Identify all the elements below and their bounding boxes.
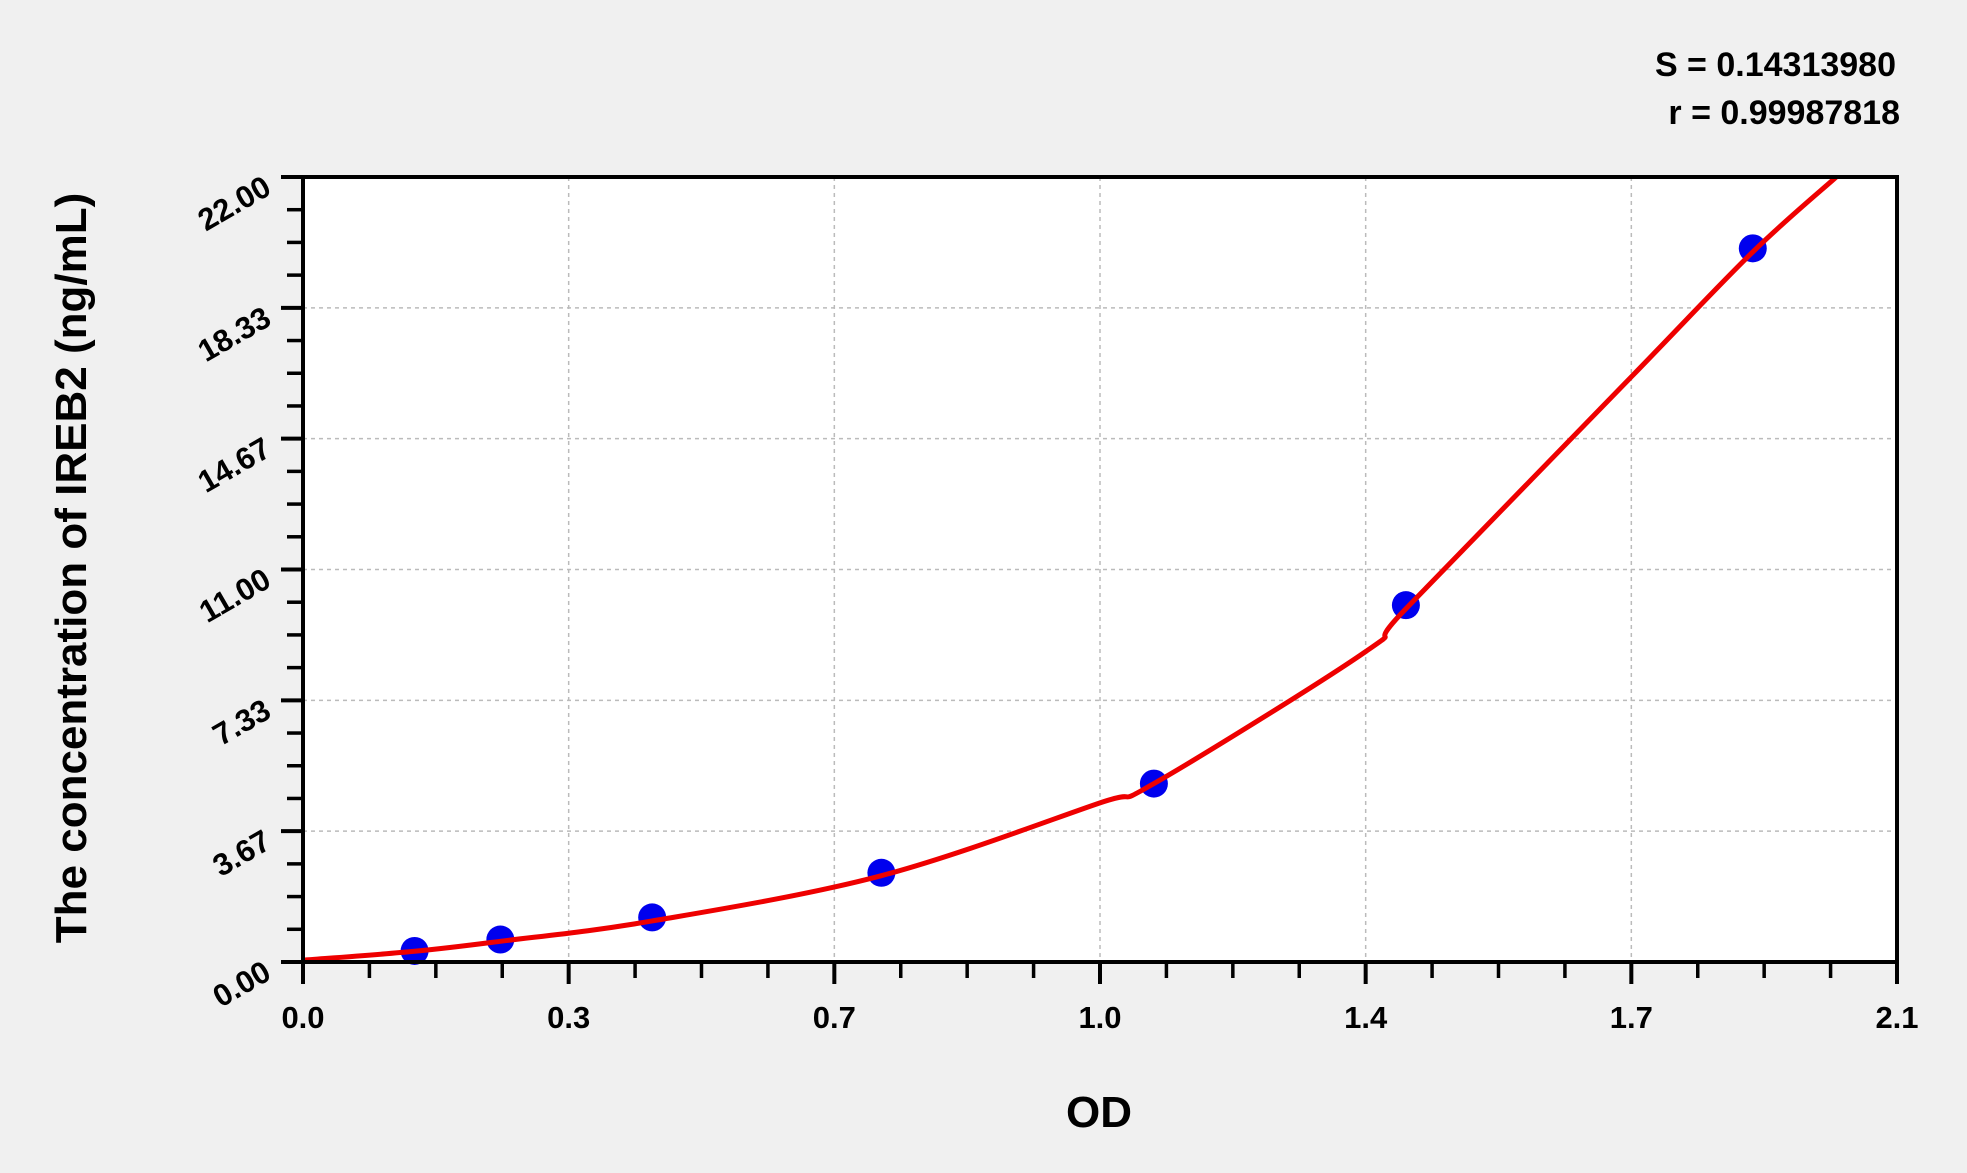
y-tick-label: 22.00 (192, 169, 277, 238)
y-tick-label: 14.67 (192, 430, 277, 499)
y-tick-label: 3.67 (207, 823, 277, 883)
x-tick-label: 1.0 (1078, 1000, 1121, 1035)
x-tick-label: 0.3 (547, 1000, 590, 1035)
x-tick-label: 0.7 (813, 1000, 856, 1035)
x-tick-label: 1.7 (1610, 1000, 1653, 1035)
axis-ticks (281, 175, 1899, 984)
y-axis-title: The concentration of IREB2 (ng/mL) (47, 193, 96, 943)
plot-border (301, 175, 1899, 964)
y-tick-labels: 0.00 3.67 7.33 11.00 14.67 18.33 22.00 (192, 169, 277, 1014)
fit-curve-line (302, 175, 1838, 963)
y-tick-label: 7.33 (207, 692, 277, 752)
y-tick-label: 11.00 (193, 561, 276, 629)
data-points (302, 175, 1838, 965)
stat-r: r = 0.99987818 (1668, 94, 1900, 132)
stat-s: S = 0.14313980 (1655, 46, 1896, 84)
x-axis-title: OD (1066, 1088, 1132, 1137)
x-tick-label: 1.4 (1344, 1000, 1388, 1035)
y-tick-label: 18.33 (192, 300, 277, 369)
x-tick-label: 0.0 (281, 1000, 324, 1035)
x-tick-label: 2.1 (1875, 1000, 1918, 1035)
grid (303, 177, 1897, 962)
y-tick-label: 0.00 (207, 954, 277, 1014)
x-tick-labels: 0.0 0.3 0.7 1.0 1.4 1.7 2.1 (281, 1000, 1918, 1035)
